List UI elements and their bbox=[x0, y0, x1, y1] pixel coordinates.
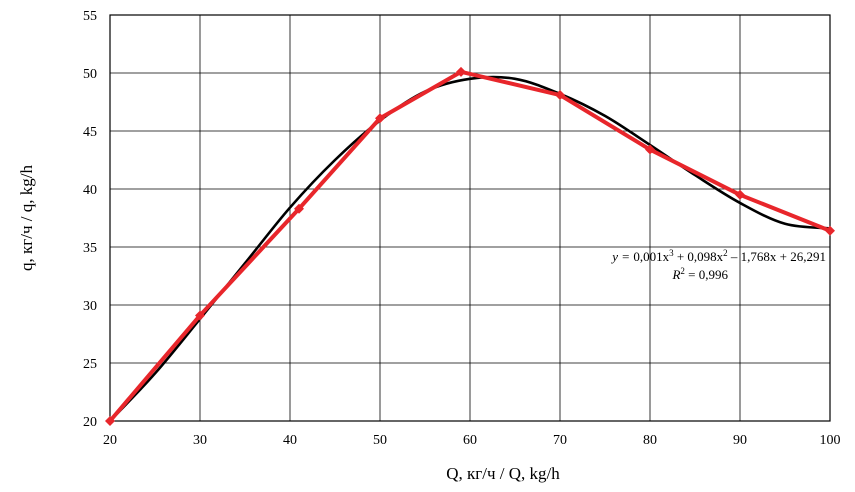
x-tick-label-6: 80 bbox=[643, 433, 657, 448]
y-tick-label-1: 25 bbox=[83, 357, 97, 372]
data-point-3 bbox=[375, 113, 385, 124]
y-tick-label-4: 40 bbox=[83, 183, 97, 198]
x-tick-label-7: 90 bbox=[733, 433, 747, 448]
x-tick-label-1: 30 bbox=[193, 433, 207, 448]
y-tick-label-2: 30 bbox=[83, 299, 97, 314]
y-tick-label-6: 50 bbox=[83, 67, 97, 82]
plot-area-border bbox=[109, 14, 831, 422]
x-tick-label-0: 20 bbox=[103, 433, 117, 448]
series-group bbox=[105, 66, 835, 426]
x-tick-label-8: 100 bbox=[820, 433, 841, 448]
data-point-1 bbox=[195, 310, 205, 321]
y-tick-label-0: 20 bbox=[83, 415, 97, 430]
x-tick-labels: 20 30 40 50 60 70 80 90 100 bbox=[103, 433, 841, 448]
trend-equation: y = 0,001x3 + 0,098x2 – 1,768x + 26,291 bbox=[610, 248, 826, 264]
r-squared: R2 = 0,996 bbox=[671, 266, 728, 282]
y-tick-label-7: 55 bbox=[83, 9, 97, 24]
data-point-4 bbox=[456, 66, 466, 77]
y-tick-labels: 20 25 30 35 40 45 50 55 bbox=[83, 9, 97, 430]
data-point-8 bbox=[825, 225, 835, 236]
data-point-0 bbox=[105, 416, 115, 426]
x-axis-title: Q, кг/ч / Q, kg/h bbox=[446, 464, 560, 483]
data-point-6 bbox=[645, 144, 655, 155]
data-point-5 bbox=[555, 90, 565, 101]
y-tick-label-5: 45 bbox=[83, 125, 97, 140]
x-tick-label-2: 40 bbox=[283, 433, 297, 448]
y-axis-title: q, кг/ч / q, kg/h bbox=[17, 165, 36, 271]
y-tick-label-3: 35 bbox=[83, 241, 97, 256]
data-point-2 bbox=[294, 203, 304, 214]
x-tick-label-3: 50 bbox=[373, 433, 387, 448]
data-point-7 bbox=[735, 189, 745, 200]
x-tick-label-5: 70 bbox=[553, 433, 567, 448]
x-tick-label-4: 60 bbox=[463, 433, 477, 448]
